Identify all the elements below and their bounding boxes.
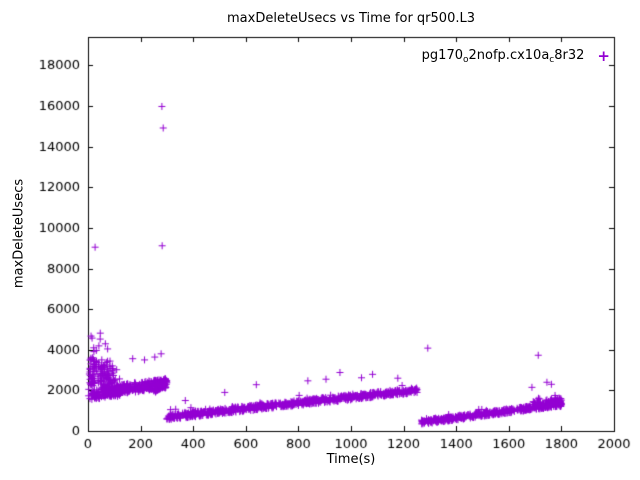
x-axis-label: Time(s) <box>326 452 376 467</box>
legend-label: pg170o2nofp.cx10ac8r32 <box>422 48 585 65</box>
legend-label-part: 8r32 <box>554 48 585 63</box>
legend-label-part: 2nofp.cx10a <box>468 48 550 63</box>
y-axis-label: maxDeleteUsecs <box>11 178 27 289</box>
chart-title: maxDeleteUsecs vs Time for qr500.L3 <box>227 11 475 26</box>
legend-label-part: pg170 <box>421 48 463 63</box>
legend-label-subscript: o <box>463 55 469 65</box>
legend-label-subscript: c <box>549 55 555 65</box>
legend-marker-icon: + <box>597 47 610 65</box>
legend: pg170o2nofp.cx10ac8r32 + <box>422 48 610 65</box>
